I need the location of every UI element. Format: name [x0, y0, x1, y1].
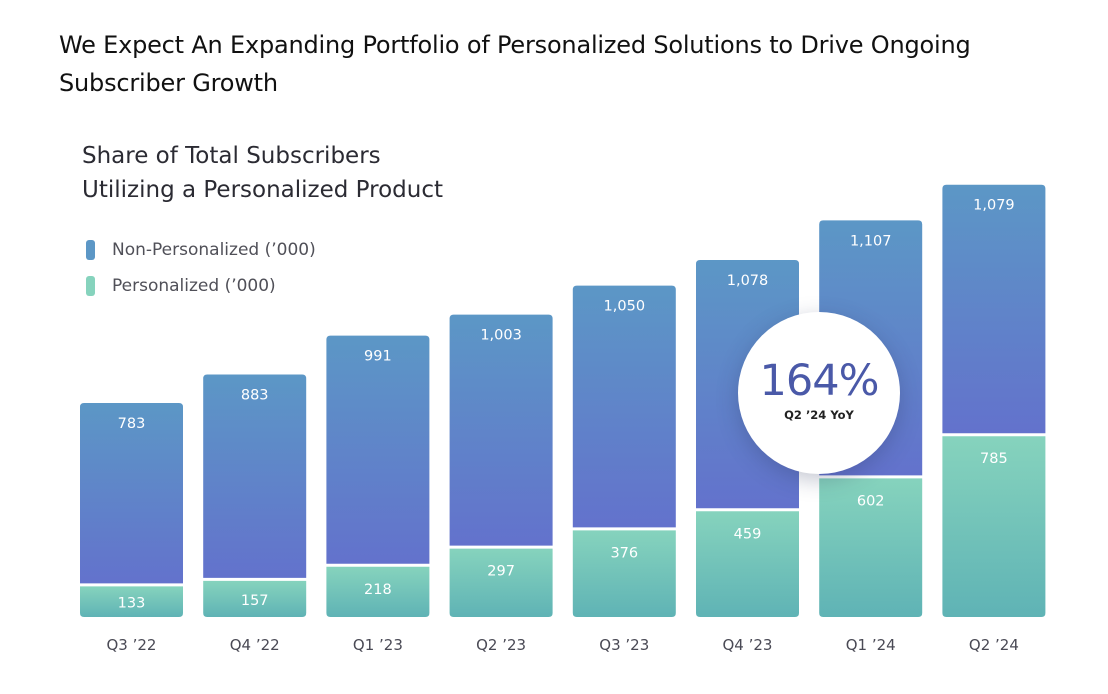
callout-value: 164%: [759, 356, 880, 406]
chart-title-line-1: Share of Total Subscribers: [82, 143, 381, 169]
x-tick-label: Q2 ’24: [969, 636, 1019, 654]
x-tick-label: Q3 ’22: [107, 636, 157, 654]
x-tick-label: Q2 ’23: [476, 636, 526, 654]
bar-non-personalized: [942, 184, 1046, 434]
bar-non-personalized: [449, 314, 553, 546]
data-label-non-personalized: 1,078: [727, 273, 769, 289]
data-label-non-personalized: 1,003: [480, 328, 522, 344]
bar-personalized: [326, 566, 430, 617]
legend-swatch-personalized: [86, 276, 95, 296]
data-label-non-personalized: 883: [241, 387, 269, 403]
callout-label: Q2 ’24 YoY: [784, 408, 854, 422]
data-label-personalized: 602: [857, 493, 885, 509]
chart-title-line-2: Utilizing a Personalized Product: [82, 177, 444, 203]
legend-swatch-non-personalized: [86, 240, 95, 260]
yoy-growth-callout: 164% Q2 ’24 YoY: [738, 312, 900, 474]
legend-label-personalized: Personalized (’000): [112, 276, 276, 296]
data-label-non-personalized: 783: [118, 416, 146, 432]
data-label-personalized: 459: [734, 526, 762, 542]
x-tick-label: Q4 ’22: [230, 636, 280, 654]
data-label-personalized: 157: [241, 593, 269, 609]
bar-personalized: [696, 511, 799, 617]
bar-personalized: [449, 548, 553, 617]
chart-title: Share of Total Subscribers Utilizing a P…: [82, 139, 602, 207]
data-label-personalized: 218: [364, 582, 392, 598]
x-tick-label: Q1 ’24: [846, 636, 896, 654]
bar-non-personalized: [80, 403, 183, 584]
x-tick-label: Q4 ’23: [723, 636, 773, 654]
x-axis: Q3 ’22 Q4 ’22 Q1 ’23 Q2 ’23 Q3 ’23 Q4 ’23 Q1 ’…: [107, 636, 1019, 654]
legend-item-personalized: Personalized (’000): [86, 268, 316, 304]
x-tick-label: Q3 ’23: [599, 636, 649, 654]
data-label-personalized: 376: [610, 545, 638, 561]
bar-non-personalized: [572, 285, 676, 528]
bar-non-personalized: [203, 374, 307, 578]
data-label-non-personalized: 1,079: [973, 198, 1015, 214]
bar-personalized: [572, 530, 676, 617]
data-label-non-personalized: 1,050: [604, 299, 646, 315]
bar-personalized: [942, 436, 1046, 617]
bar-personalized: [80, 586, 183, 617]
bar-non-personalized: [326, 335, 430, 564]
chart-legend: Non-Personalized (’000) Personalized (’0…: [86, 232, 316, 304]
legend-label-non-personalized: Non-Personalized (’000): [112, 240, 316, 260]
x-tick-label: Q1 ’23: [353, 636, 403, 654]
data-label-personalized: 785: [980, 451, 1008, 467]
bar-personalized: [819, 478, 923, 617]
legend-item-non-personalized: Non-Personalized (’000): [86, 232, 316, 268]
labels-layer: 783 133 883 157 991 218 1,003 297 1,050 376 1,078 4…: [118, 198, 1015, 612]
bar-personalized: [203, 580, 307, 617]
data-label-personalized: 297: [487, 564, 515, 580]
page-title: We Expect An Expanding Portfolio of Pers…: [59, 31, 971, 97]
data-label-personalized: 133: [118, 596, 146, 612]
data-label-non-personalized: 991: [364, 349, 392, 365]
data-label-non-personalized: 1,107: [850, 233, 892, 249]
